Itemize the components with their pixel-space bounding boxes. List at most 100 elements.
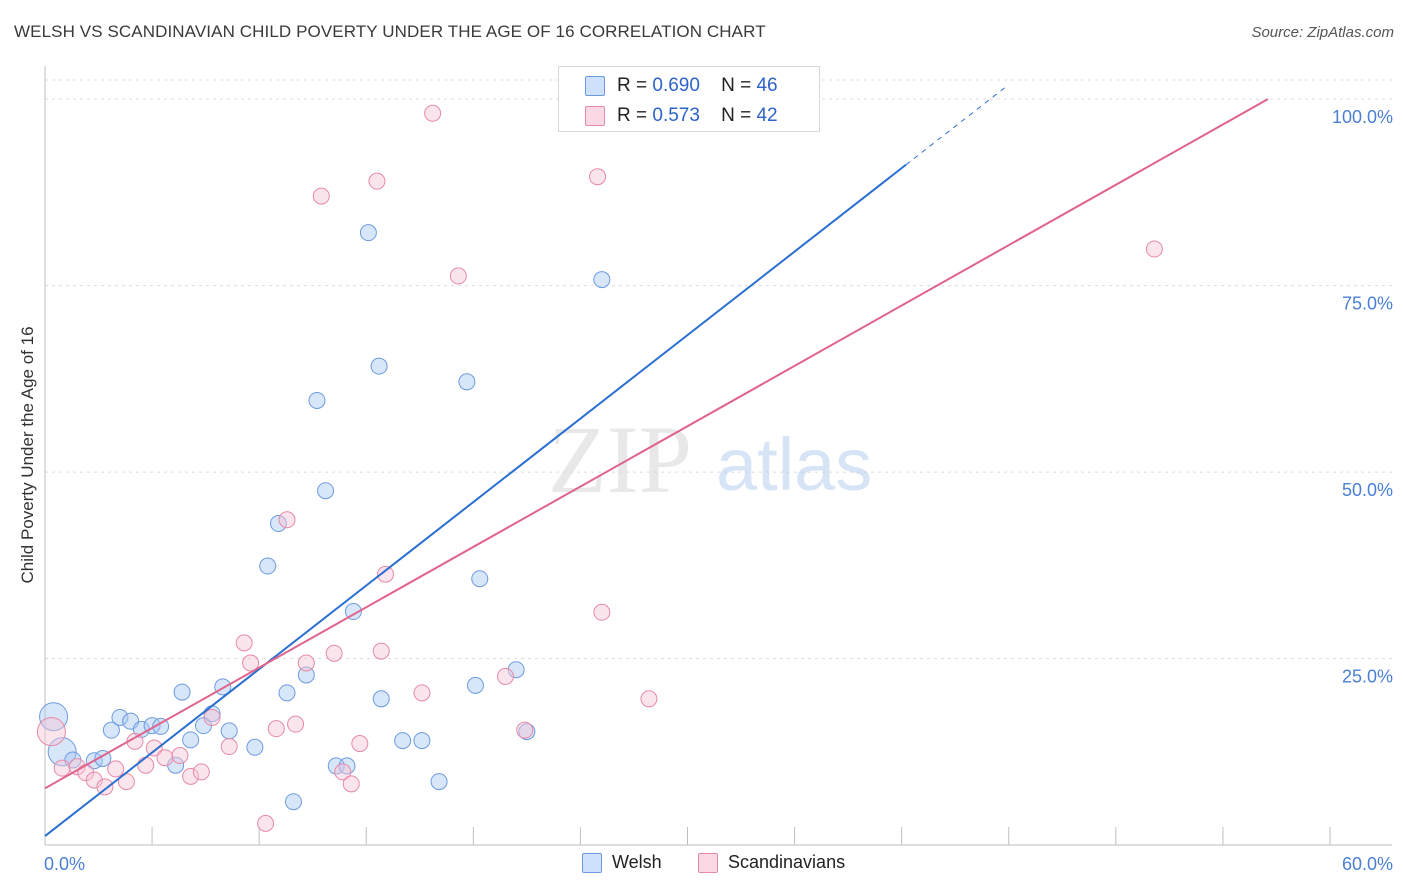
data-point-welsh	[338, 757, 356, 775]
data-point-welsh	[152, 717, 170, 735]
chart-title: WELSH VS SCANDINAVIAN CHILD POVERTY UNDE…	[14, 22, 766, 41]
data-point-welsh	[471, 570, 489, 588]
grid-lines	[45, 79, 1392, 660]
data-point-scandinavians	[235, 634, 253, 652]
data-point-welsh	[466, 676, 484, 694]
data-point-welsh	[359, 224, 377, 242]
data-point-scandinavians	[267, 720, 285, 738]
data-point-scandinavians	[334, 763, 352, 781]
legend-n-label: N =	[721, 105, 752, 126]
legend-n-label: N =	[721, 75, 752, 96]
data-point-scandinavians	[496, 667, 514, 685]
data-point-welsh	[372, 690, 390, 708]
data-point-scandinavians	[242, 654, 260, 672]
data-point-welsh	[182, 731, 200, 749]
data-point-welsh	[278, 684, 296, 702]
data-point-scandinavians	[145, 739, 163, 757]
legend-swatch-scandinavians	[698, 853, 718, 873]
trend-extension-welsh	[905, 85, 1007, 166]
trend-line-welsh	[44, 163, 907, 837]
data-point-scandinavians	[137, 756, 155, 774]
data-point-welsh	[111, 708, 129, 726]
tick-labels: 25.0% 50.0% 75.0% 100.0% 0.0% 60.0%	[44, 107, 1393, 874]
data-point-scandinavians	[372, 642, 390, 660]
legend-r-label: R =	[617, 75, 648, 96]
data-point-welsh	[220, 722, 238, 740]
data-point-scandinavians	[257, 814, 275, 832]
data-point-welsh	[430, 773, 448, 791]
y-tick-label: 75.0%	[1342, 294, 1393, 314]
data-point-scandinavians	[96, 778, 114, 796]
data-point-scandinavians	[449, 267, 467, 285]
data-point-scandinavians	[156, 749, 174, 767]
x-tick-label: 60.0%	[1342, 854, 1393, 874]
watermark-zip: ZIP	[548, 406, 692, 513]
data-point-welsh	[344, 603, 362, 621]
legend-swatch-scandinavians	[585, 106, 605, 126]
data-point-scandinavians	[278, 511, 296, 529]
legend-r-label: R =	[617, 105, 648, 126]
data-point-scandinavians	[342, 775, 360, 793]
legend-r-value: 0.573	[652, 105, 700, 126]
x-tick-label: 0.0%	[44, 854, 85, 874]
data-point-scandinavians	[640, 690, 658, 708]
data-point-scandinavians	[36, 717, 66, 747]
data-point-scandinavians	[377, 565, 395, 583]
data-point-scandinavians	[171, 746, 189, 764]
y-tick-label: 100.0%	[1332, 107, 1393, 127]
data-point-scandinavians	[325, 644, 343, 662]
legend-label-scandinavians: Scandinavians	[728, 852, 846, 872]
data-point-welsh	[269, 515, 287, 533]
data-point-welsh	[297, 666, 315, 684]
data-point-scandinavians	[220, 738, 238, 756]
data-point-welsh	[284, 793, 302, 811]
trend-line-scandinavians	[44, 98, 1269, 790]
data-point-scandinavians	[1145, 240, 1163, 258]
legend-label-welsh: Welsh	[612, 852, 662, 872]
data-point-welsh	[394, 732, 412, 750]
data-point-welsh	[507, 661, 525, 679]
data-point-scandinavians	[297, 654, 315, 672]
data-point-scandinavians	[107, 760, 125, 778]
data-point-welsh	[102, 721, 120, 739]
data-point-scandinavians	[368, 172, 386, 190]
data-point-welsh	[370, 357, 388, 375]
data-point-scandinavians	[589, 168, 607, 186]
data-point-scandinavians	[351, 735, 369, 753]
legend-r-value: 0.690	[652, 75, 700, 96]
legend-n-value: 46	[756, 75, 778, 96]
data-point-scandinavians	[287, 715, 305, 733]
y-tick-label: 25.0%	[1342, 667, 1393, 687]
watermark-atlas: atlas	[716, 423, 872, 506]
legend-swatch-welsh	[582, 853, 602, 873]
trend-lines	[44, 85, 1269, 837]
source-label: Source: ZipAtlas.com	[1251, 24, 1394, 41]
data-point-welsh	[308, 391, 326, 409]
axes	[44, 66, 1392, 846]
data-point-scandinavians	[203, 708, 221, 726]
legend-swatch-welsh	[585, 76, 605, 96]
data-point-scandinavians	[53, 759, 71, 777]
data-point-scandinavians	[424, 104, 442, 122]
data-point-scandinavians	[593, 603, 611, 621]
data-point-welsh	[246, 738, 264, 756]
data-point-scandinavians	[516, 721, 534, 739]
data-point-welsh	[259, 557, 277, 575]
data-point-scandinavians	[312, 187, 330, 205]
data-point-scandinavians	[192, 763, 210, 781]
data-point-welsh	[458, 373, 476, 391]
data-point-scandinavians	[85, 771, 103, 789]
data-point-welsh	[317, 482, 335, 500]
legend-n-value: 42	[756, 105, 778, 126]
data-point-welsh	[39, 702, 69, 732]
data-point-welsh	[173, 683, 191, 701]
stats-legend: R = 0.690 N = 46 R = 0.573 N = 42	[558, 66, 820, 132]
watermark: ZIP atlas	[548, 406, 872, 513]
data-point-scandinavians	[413, 684, 431, 702]
data-point-welsh	[593, 271, 611, 289]
data-point-scandinavians	[182, 767, 200, 785]
data-point-welsh	[413, 732, 431, 750]
y-axis-title: Child Poverty Under the Age of 16	[18, 326, 37, 583]
y-tick-label: 50.0%	[1342, 480, 1393, 500]
